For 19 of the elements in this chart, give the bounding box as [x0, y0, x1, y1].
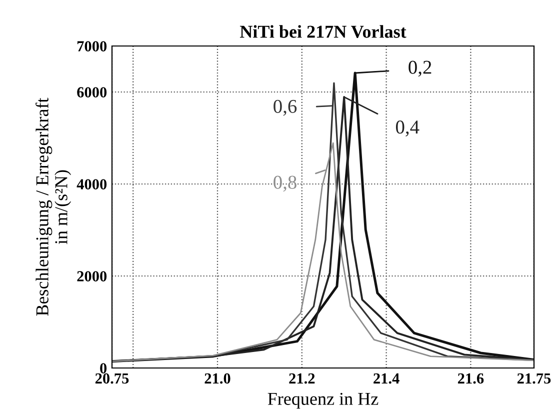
y-tick-label: 4000 — [76, 179, 107, 190]
x-tick-label: 20.75 — [95, 373, 129, 384]
x-tick-label: 21.75 — [517, 373, 551, 384]
annotation: 0,8 — [274, 176, 296, 192]
x-axis-title: Frequenz in Hz — [268, 392, 378, 409]
annotation: 0,4 — [396, 120, 420, 136]
annotation: 0,2 — [408, 60, 432, 77]
y-axis-title: Beschleunigung / Erregerkraft in m/(s²N) — [36, 98, 72, 316]
x-tick-label: 21.6 — [458, 373, 484, 384]
chart-title: NiTi bei 217N Vorlast — [240, 25, 406, 38]
x-tick-label: 21.0 — [204, 373, 230, 384]
y-tick-label: 6000 — [77, 87, 107, 98]
annotation: 0,6 — [274, 100, 297, 116]
x-tick-label: 21.2 — [289, 373, 315, 384]
line-series — [112, 142, 534, 362]
y-tick-label: 0 — [100, 363, 107, 374]
y-tick-label: 2000 — [77, 271, 107, 282]
x-tick-label: 21.4 — [374, 373, 400, 384]
y-tick-label: 7000 — [77, 41, 107, 52]
